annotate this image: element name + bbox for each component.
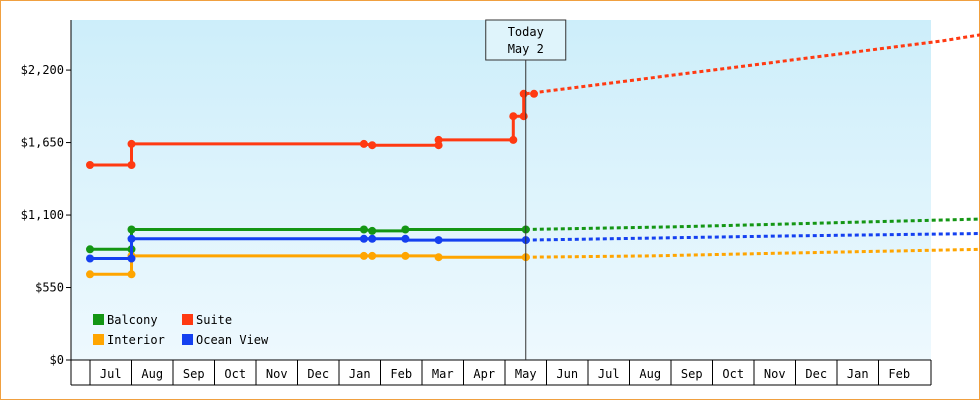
today-label-line2: May 2 <box>508 42 544 56</box>
legend-swatch <box>93 334 104 345</box>
data-point[interactable] <box>368 234 377 243</box>
data-point[interactable] <box>127 254 136 263</box>
data-point[interactable] <box>509 112 518 121</box>
data-point[interactable] <box>434 253 443 262</box>
x-axis: Jul Aug Sep Oct Nov Dec Jan Feb Mar Apr May Jun Jul A… <box>70 359 932 386</box>
legend-label: Interior <box>107 333 165 347</box>
data-point[interactable] <box>434 236 443 245</box>
data-point[interactable] <box>401 225 410 234</box>
legend-swatch <box>93 314 104 325</box>
data-point[interactable] <box>359 251 368 260</box>
data-point[interactable] <box>127 161 136 169</box>
legend-label: Balcony <box>107 313 158 327</box>
legend-item-balcony[interactable]: Balcony <box>93 313 158 327</box>
data-point[interactable] <box>368 251 377 260</box>
plot-background <box>71 20 931 360</box>
x-tick-label: Apr <box>473 367 495 381</box>
data-point[interactable] <box>86 245 94 254</box>
legend-label: Ocean View <box>196 333 269 347</box>
x-tick-label: Oct <box>224 367 246 381</box>
y-tick-label: $550 <box>35 281 64 295</box>
series-line-interior <box>90 254 526 276</box>
forecast-line-ocean-view <box>525 232 980 242</box>
today-label-line1: Today <box>508 25 544 39</box>
x-tick-label: Mar <box>432 367 454 381</box>
data-point[interactable] <box>530 89 538 98</box>
data-point[interactable] <box>509 135 518 144</box>
x-tick-label: Aug <box>639 367 661 381</box>
x-tick-label: Nov <box>764 367 786 381</box>
data-point[interactable] <box>359 225 368 234</box>
data-point[interactable] <box>86 270 94 279</box>
data-point[interactable] <box>127 139 136 148</box>
data-point[interactable] <box>401 234 410 243</box>
x-tick-label: Jul <box>598 367 620 381</box>
legend-item-interior[interactable]: Interior <box>93 333 165 347</box>
x-tick-label: Oct <box>722 367 744 381</box>
data-point[interactable] <box>401 251 410 260</box>
data-point[interactable] <box>127 234 136 243</box>
today-label-box <box>485 19 567 61</box>
x-tick-label: Dec <box>307 367 329 381</box>
forecast-line-interior <box>525 247 980 259</box>
x-tick-label: Feb <box>888 367 910 381</box>
x-tick-label: Jan <box>847 367 869 381</box>
series-ocean-view <box>86 232 980 263</box>
data-point[interactable] <box>519 112 528 121</box>
data-point[interactable] <box>127 225 136 234</box>
legend-item-ocean-view[interactable]: Ocean View <box>182 333 269 347</box>
y-tick-label: $0 <box>50 353 64 367</box>
data-point[interactable] <box>368 141 377 150</box>
x-tick-label: Aug <box>141 367 163 381</box>
legend-swatch <box>182 334 193 345</box>
legend-swatch <box>182 314 193 325</box>
data-point[interactable] <box>359 139 368 148</box>
y-tick-label: $2,200 <box>21 63 64 77</box>
x-tick-label: Jul <box>100 367 122 381</box>
data-point[interactable] <box>368 226 377 235</box>
data-point[interactable] <box>86 161 94 169</box>
x-tick-label: Jun <box>556 367 578 381</box>
x-tick-label: Dec <box>805 367 827 381</box>
data-point[interactable] <box>359 234 368 243</box>
x-tick-label: Feb <box>390 367 412 381</box>
legend: Balcony Suite Interior Ocean View <box>93 313 269 347</box>
data-point[interactable] <box>519 89 528 98</box>
data-point[interactable] <box>127 270 136 279</box>
today-marker: Today May 2 <box>485 19 567 360</box>
forecast-line-balcony <box>525 217 980 231</box>
x-tick-label: Sep <box>183 367 205 381</box>
x-tick-label: Nov <box>266 367 288 381</box>
data-point[interactable] <box>86 254 94 263</box>
x-tick-label: Jan <box>349 367 371 381</box>
x-tick-label: Sep <box>681 367 703 381</box>
data-point[interactable] <box>434 135 443 144</box>
y-axis: $0 $550 $1,100 $1,650 $2,200 <box>21 20 72 367</box>
x-tick-label: May <box>515 367 537 381</box>
y-tick-label: $1,100 <box>21 208 64 222</box>
series-layer <box>86 33 980 279</box>
legend-label: Suite <box>196 313 232 327</box>
y-tick-label: $1,650 <box>21 136 64 150</box>
legend-item-suite[interactable]: Suite <box>182 313 232 327</box>
